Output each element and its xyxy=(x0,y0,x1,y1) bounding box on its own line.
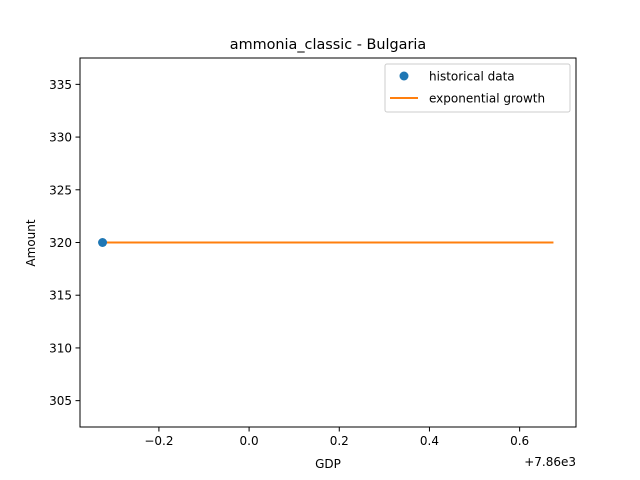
plot-area: −0.2 0.0 0.2 0.4 0.6 305 310 315 320 325 330 335 xyxy=(49,57,577,448)
y-tick-label: 315 xyxy=(49,289,72,303)
y-tick-label: 310 xyxy=(49,341,72,355)
y-tick-label: 325 xyxy=(49,183,72,197)
y-axis-label: Amount xyxy=(24,219,38,266)
x-axis-offset-label: +7.86e3 xyxy=(524,455,576,469)
x-axis-label: GDP xyxy=(315,457,341,471)
y-tick-label: 320 xyxy=(49,236,72,250)
chart-title: ammonia_classic - Bulgaria xyxy=(230,37,426,53)
legend-marker-historical xyxy=(399,71,409,81)
x-tick-label: −0.2 xyxy=(144,434,173,448)
x-tick-label: 0.4 xyxy=(420,434,439,448)
legend-entry-label: exponential growth xyxy=(429,92,545,106)
legend: historical data exponential growth xyxy=(384,63,571,113)
y-tick-label: 330 xyxy=(49,131,72,145)
x-tick-label: 0.6 xyxy=(510,434,529,448)
x-tick-label: 0.0 xyxy=(240,434,259,448)
x-tick-label: 0.2 xyxy=(330,434,349,448)
legend-entry-label: historical data xyxy=(429,70,515,84)
y-tick-label: 305 xyxy=(49,394,72,408)
legend-box xyxy=(384,63,571,113)
y-tick-label: 335 xyxy=(49,78,72,92)
data-point-historical xyxy=(98,238,108,247)
